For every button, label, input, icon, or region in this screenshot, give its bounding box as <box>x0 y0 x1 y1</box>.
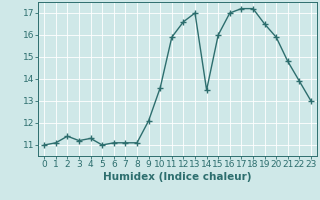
X-axis label: Humidex (Indice chaleur): Humidex (Indice chaleur) <box>103 172 252 182</box>
